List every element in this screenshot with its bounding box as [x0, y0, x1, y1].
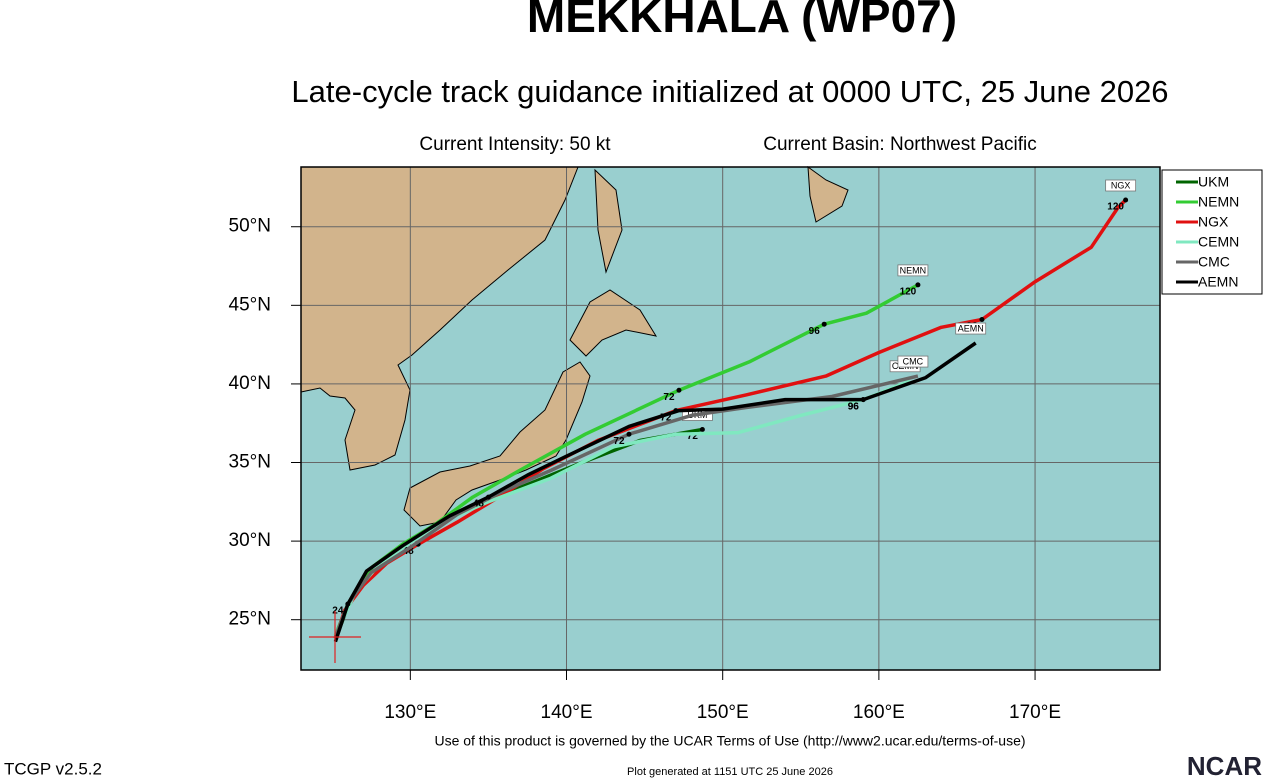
logo: NCAR — [1187, 751, 1262, 780]
x-tick-label: 150°E — [697, 702, 749, 723]
y-tick-label: 35°N — [229, 452, 271, 473]
y-tick-label: 45°N — [229, 294, 271, 315]
generated: Plot generated at 1151 UTC 25 June 2026 — [627, 766, 833, 778]
track-point — [979, 316, 985, 322]
legend — [1161, 169, 1263, 295]
hour-label: 48 — [403, 546, 415, 557]
end-label-box — [897, 264, 929, 277]
y-tick-label: 40°N — [229, 373, 271, 394]
legend-label: CMC — [1198, 254, 1230, 270]
end-label: CMC — [903, 356, 924, 366]
intensity: Current Intensity: 50 kt — [419, 134, 611, 155]
track-point — [1123, 197, 1129, 203]
legend-label: AEMN — [1198, 274, 1238, 290]
mainland — [300, 166, 579, 471]
hour-label: 48 — [473, 499, 485, 510]
y-tick-label: 25°N — [229, 609, 271, 630]
hour-label: 120 — [1107, 202, 1124, 213]
track-point — [345, 601, 351, 607]
x-tick-label: 130°E — [384, 702, 436, 723]
track-line — [333, 379, 911, 637]
x-tick-label: 170°E — [1009, 702, 1061, 723]
land — [300, 165, 849, 527]
track-line — [333, 374, 919, 638]
x-tick-label: 140°E — [541, 702, 593, 723]
end-label: NGX — [1111, 180, 1131, 190]
sakhalin — [594, 168, 623, 274]
track-point — [485, 494, 491, 500]
hour-label: 72 — [687, 431, 699, 442]
hour-label: 72 — [663, 392, 675, 403]
chart-title: MEKKHALA (WP07) — [527, 0, 957, 42]
end-label-box — [955, 322, 987, 335]
track-point — [699, 427, 705, 433]
version: TCGP v2.5.2 — [4, 759, 102, 778]
track-line — [333, 341, 977, 643]
track-point — [821, 321, 827, 327]
x-tick-label: 160°E — [853, 702, 905, 723]
track-point — [676, 387, 682, 393]
legend-label: NEMN — [1198, 194, 1239, 210]
y-tick-label: 50°N — [229, 216, 271, 237]
kamchatka — [807, 165, 849, 223]
subtitle: Late-cycle track guidance initialized at… — [291, 74, 1168, 109]
legend-label: NGX — [1198, 214, 1229, 230]
hokkaido — [569, 289, 658, 357]
end-label: NEMN — [900, 265, 927, 275]
hour-label: 96 — [809, 326, 821, 337]
y-tick-label: 30°N — [229, 530, 271, 551]
hour-label: 120 — [900, 287, 917, 298]
hour-label: 24 — [332, 606, 344, 617]
end-label-box — [897, 355, 929, 368]
map-frame — [300, 166, 1161, 671]
track-point — [915, 282, 921, 288]
track-point — [860, 397, 866, 403]
legend-label: CEMN — [1198, 234, 1239, 250]
hour-label: 72 — [660, 412, 672, 423]
end-label-box — [1105, 179, 1137, 192]
legend-label: UKM — [1198, 174, 1229, 190]
hour-label: 72 — [613, 436, 625, 447]
terms: Use of this product is governed by the U… — [434, 733, 1025, 749]
basin: Current Basin: Northwest Pacific — [763, 134, 1037, 155]
hour-label: 96 — [848, 401, 860, 412]
hour-label: 96 — [848, 401, 860, 412]
end-label: AEMN — [958, 323, 984, 333]
track-point — [626, 431, 632, 437]
